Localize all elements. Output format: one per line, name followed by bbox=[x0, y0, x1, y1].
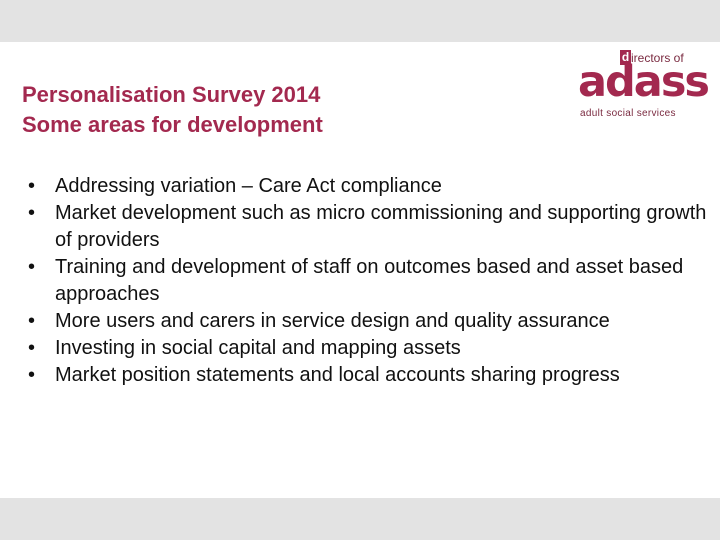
slide-title: Personalisation Survey 2014 Some areas f… bbox=[22, 80, 323, 140]
bullet-text: Market development such as micro commiss… bbox=[55, 202, 707, 251]
bullet-icon: • bbox=[28, 202, 36, 224]
bullet-item: • Market development such as micro commis… bbox=[28, 200, 708, 254]
logo-wordmark: adass bbox=[578, 57, 710, 107]
bullet-icon: • bbox=[28, 364, 36, 386]
bullet-icon: • bbox=[28, 337, 36, 359]
slide: Personalisation Survey 2014 Some areas f… bbox=[0, 42, 720, 498]
bullet-text: More users and carers in service design … bbox=[55, 310, 610, 332]
logo-top-label: irectors of bbox=[631, 51, 684, 65]
bullet-icon: • bbox=[28, 175, 36, 197]
bullet-text: Investing in social capital and mapping … bbox=[55, 337, 461, 359]
bullet-text: Training and development of staff on out… bbox=[55, 256, 684, 305]
title-line-1: Personalisation Survey 2014 bbox=[22, 82, 321, 107]
bullet-icon: • bbox=[28, 256, 36, 278]
logo-top-text: d irectors of bbox=[620, 50, 684, 66]
bullet-item: • Addressing variation – Care Act complia… bbox=[28, 173, 708, 200]
bullet-list: • Addressing variation – Care Act complia… bbox=[28, 173, 708, 389]
bullet-item: • Training and development of staff on ou… bbox=[28, 254, 708, 308]
bullet-text: Market position statements and local acc… bbox=[55, 364, 620, 386]
bullet-text: Addressing variation – Care Act complian… bbox=[55, 175, 442, 197]
bullet-icon: • bbox=[28, 310, 36, 332]
adass-logo: d irectors of adass adult social services bbox=[578, 48, 710, 126]
title-line-2: Some areas for development bbox=[22, 112, 323, 137]
bullet-item: • Investing in social capital and mapping… bbox=[28, 335, 708, 362]
logo-subtitle: adult social services bbox=[580, 108, 676, 119]
bullet-item: • More users and carers in service design… bbox=[28, 308, 708, 335]
logo-initial-box: d bbox=[620, 50, 631, 65]
bullet-item: • Market position statements and local ac… bbox=[28, 362, 708, 389]
